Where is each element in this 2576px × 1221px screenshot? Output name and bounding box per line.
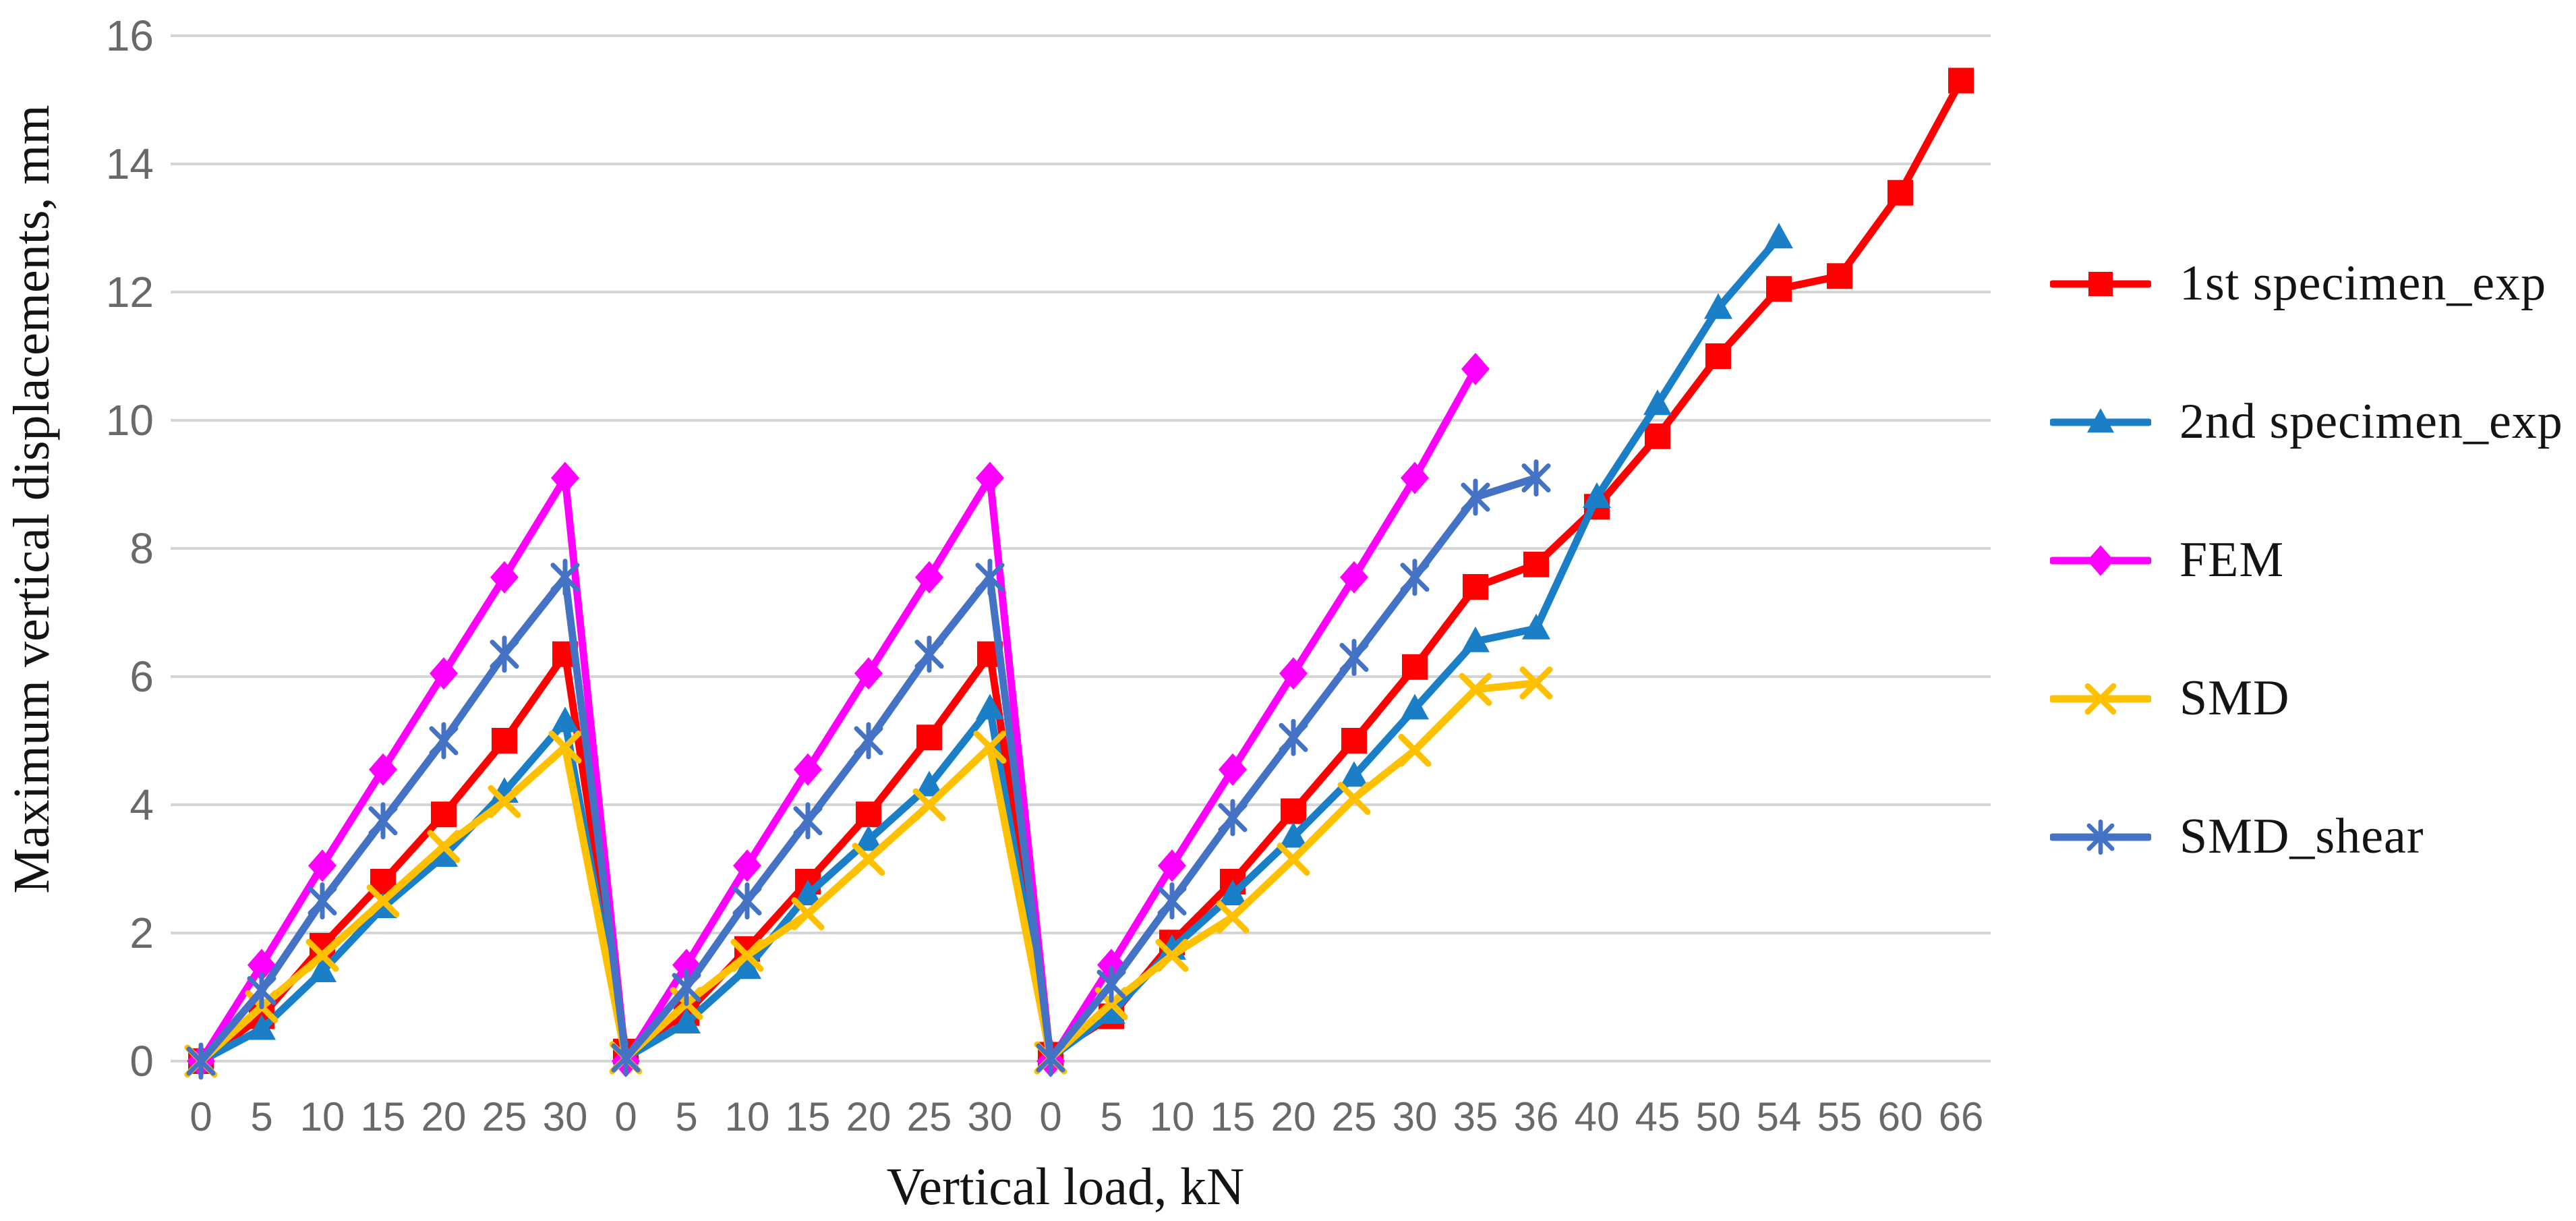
y-tick-0: 0 <box>129 1037 154 1085</box>
x-tick-2: 10 <box>300 1094 345 1139</box>
legend-marker-diamond-icon <box>2050 544 2151 576</box>
x-tick-1: 5 <box>250 1094 272 1139</box>
y-tick-6: 6 <box>129 652 154 701</box>
y-tick-14: 14 <box>106 140 154 188</box>
series-smd-shear <box>186 459 1551 1080</box>
x-tick-0: 0 <box>189 1094 212 1139</box>
legend-label-smd-shear: SMD_shear <box>2179 809 2424 864</box>
x-tick-17: 15 <box>1210 1094 1256 1139</box>
series-layer <box>184 67 1974 1080</box>
x-axis-tick-labels: 0 5 10 15 20 25 30 0 5 10 15 20 25 30 0 5 10 15 20 25 30 35 36… <box>189 1094 1983 1139</box>
x-axis-title: Vertical load, kN <box>887 1157 1245 1216</box>
x-tick-11: 20 <box>846 1094 891 1139</box>
legend-item-smd: SMD <box>2050 629 2563 768</box>
x-tick-6: 30 <box>543 1094 588 1139</box>
legend-label-smd: SMD <box>2179 671 2290 726</box>
x-tick-14: 0 <box>1039 1094 1061 1139</box>
x-tick-5: 25 <box>482 1094 527 1139</box>
legend-marker-x-icon <box>2050 683 2151 714</box>
x-tick-25: 50 <box>1696 1094 1741 1139</box>
legend-label-1st-specimen-exp: 1st specimen_exp <box>2179 256 2547 311</box>
x-tick-13: 30 <box>968 1094 1013 1139</box>
x-tick-29: 66 <box>1939 1094 1984 1139</box>
gridlines <box>171 34 1991 1062</box>
y-tick-16: 16 <box>106 11 154 60</box>
x-tick-19: 25 <box>1332 1094 1377 1139</box>
x-tick-26: 54 <box>1757 1094 1802 1139</box>
series-1st-specimen-exp <box>188 67 1974 1074</box>
legend-label-2nd-specimen-exp: 2nd specimen_exp <box>2179 394 2563 449</box>
x-tick-12: 25 <box>907 1094 952 1139</box>
legend-marker-triangle-icon <box>2050 407 2151 432</box>
x-tick-18: 20 <box>1271 1094 1316 1139</box>
y-axis-title: Maximum vertical displacements, mm <box>3 105 60 893</box>
x-tick-7: 0 <box>614 1094 637 1139</box>
legend-item-smd-shear: SMD_shear <box>2050 768 2563 906</box>
y-tick-2: 2 <box>129 909 154 957</box>
x-tick-23: 40 <box>1575 1094 1620 1139</box>
x-tick-4: 20 <box>421 1094 467 1139</box>
legend-item-1st-specimen-exp: 1st specimen_exp <box>2050 215 2563 353</box>
x-tick-27: 55 <box>1817 1094 1863 1139</box>
x-tick-28: 60 <box>1878 1094 1923 1139</box>
x-tick-9: 10 <box>725 1094 770 1139</box>
x-tick-22: 36 <box>1514 1094 1559 1139</box>
x-tick-21: 35 <box>1453 1094 1498 1139</box>
x-tick-16: 10 <box>1150 1094 1195 1139</box>
y-tick-4: 4 <box>129 780 154 829</box>
x-tick-10: 15 <box>786 1094 831 1139</box>
x-tick-3: 15 <box>361 1094 406 1139</box>
legend-item-2nd-specimen-exp: 2nd specimen_exp <box>2050 353 2563 491</box>
x-tick-15: 5 <box>1100 1094 1122 1139</box>
x-tick-20: 30 <box>1393 1094 1438 1139</box>
y-axis-tick-labels: 0 2 4 6 8 10 12 14 16 <box>106 11 154 1085</box>
series-fem <box>187 353 1490 1077</box>
legend-item-fem: FEM <box>2050 491 2563 629</box>
legend-label-fem: FEM <box>2179 532 2285 588</box>
x-tick-8: 5 <box>675 1094 697 1139</box>
legend-marker-asterisk-icon <box>2050 819 2151 855</box>
x-tick-24: 45 <box>1635 1094 1680 1139</box>
y-tick-8: 8 <box>129 524 154 573</box>
legend: 1st specimen_exp 2nd specimen_exp FEM SMD SM… <box>2050 215 2563 906</box>
legend-marker-square-icon <box>2050 271 2151 296</box>
y-tick-10: 10 <box>106 396 154 445</box>
y-tick-12: 12 <box>106 268 154 316</box>
